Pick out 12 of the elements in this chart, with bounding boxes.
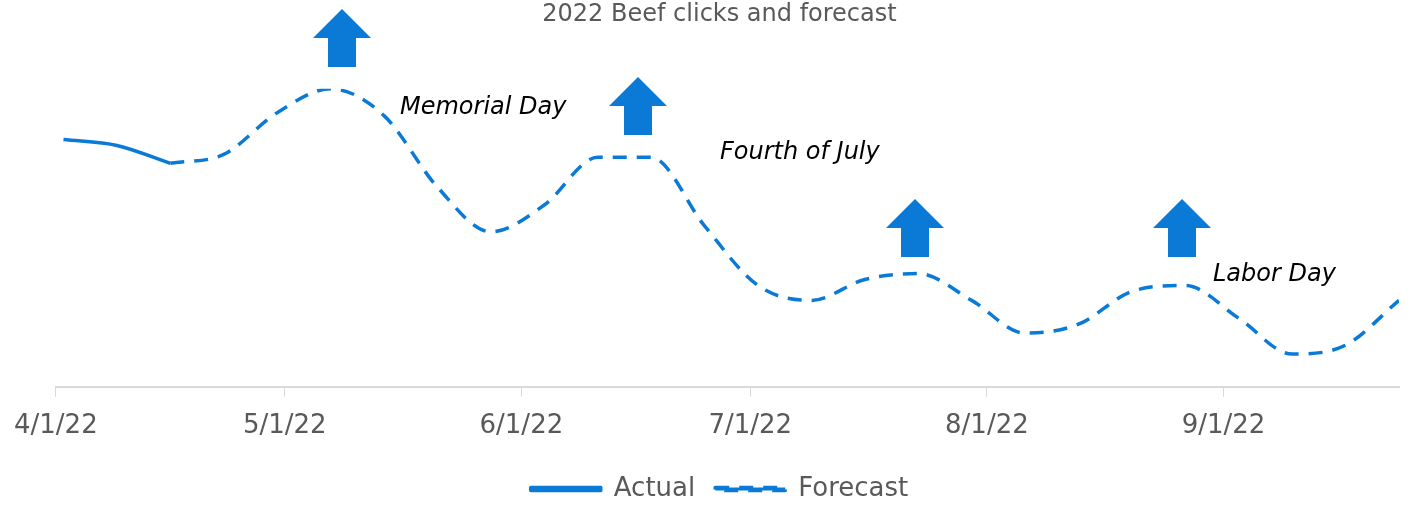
annotation: Fourth of July bbox=[720, 137, 881, 166]
x-tick-label: 6/1/22 bbox=[479, 409, 564, 440]
x-tick-label: 7/1/22 bbox=[708, 409, 793, 440]
legend-label: Forecast bbox=[798, 471, 909, 502]
chart-title: 2022 Beef clicks and forecast bbox=[542, 0, 897, 27]
x-tick-label: 9/1/22 bbox=[1181, 409, 1266, 440]
x-tick-label: 8/1/22 bbox=[945, 409, 1029, 440]
x-tick-label: 5/1/22 bbox=[242, 409, 327, 440]
annotation: Memorial Day bbox=[400, 92, 568, 121]
annotation: Labor Day bbox=[1213, 259, 1337, 288]
legend-label: Actual bbox=[613, 471, 696, 502]
x-tick-label: 4/1/22 bbox=[14, 409, 98, 440]
